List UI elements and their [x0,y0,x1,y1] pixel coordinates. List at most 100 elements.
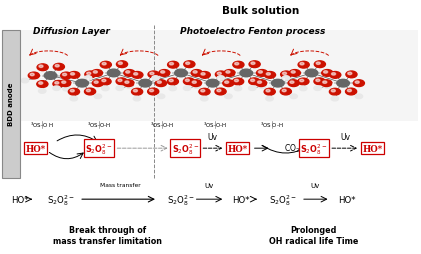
Circle shape [240,70,253,77]
Circle shape [256,70,268,77]
Circle shape [290,95,297,99]
Circle shape [126,71,130,74]
Circle shape [37,81,48,88]
Circle shape [225,95,232,99]
Circle shape [233,62,244,69]
Circle shape [123,81,134,87]
Circle shape [314,87,321,91]
Circle shape [331,90,336,92]
Text: HO*: HO* [338,195,356,204]
Circle shape [150,73,154,75]
Circle shape [39,66,43,68]
Text: Break through of: Break through of [69,225,146,234]
Circle shape [91,70,103,77]
Circle shape [152,76,159,81]
Circle shape [217,76,224,81]
Circle shape [346,72,357,78]
Circle shape [329,89,341,96]
Circle shape [94,82,98,84]
Circle shape [53,64,64,71]
Circle shape [192,82,196,84]
Circle shape [258,71,262,74]
Circle shape [21,79,29,84]
Text: $^3$OS-O-H: $^3$OS-O-H [150,121,174,130]
Circle shape [322,70,333,77]
Circle shape [298,62,309,69]
Circle shape [353,81,365,87]
Circle shape [100,62,111,69]
Circle shape [224,70,235,77]
Circle shape [131,89,143,96]
Circle shape [200,97,208,101]
Circle shape [314,79,325,85]
Circle shape [300,63,304,66]
Circle shape [53,87,60,91]
Text: S$_2$O$_8^{2-}$: S$_2$O$_8^{2-}$ [269,192,297,207]
Text: Uv: Uv [208,132,218,141]
Circle shape [37,65,48,71]
Circle shape [298,79,309,86]
Circle shape [324,85,331,89]
Circle shape [223,81,234,87]
Circle shape [102,63,106,66]
Circle shape [93,71,97,74]
Text: Al: Al [332,82,336,86]
Circle shape [126,85,133,89]
Text: Bulk solution: Bulk solution [222,6,300,16]
Circle shape [225,82,229,84]
Text: $^3$OS-O-H: $^3$OS-O-H [203,121,227,130]
Circle shape [314,62,325,68]
Circle shape [215,89,226,96]
Circle shape [234,80,239,82]
Circle shape [272,80,284,88]
Circle shape [102,80,106,82]
Circle shape [157,82,161,84]
Circle shape [324,71,328,74]
Circle shape [264,72,276,79]
Text: HO*: HO* [26,144,46,153]
Text: Al: Al [71,82,75,86]
Circle shape [331,97,338,101]
Circle shape [71,73,75,76]
Text: Si: Si [251,68,254,72]
Circle shape [266,90,270,92]
Text: BDD anode: BDD anode [8,83,14,126]
Text: Al: Al [103,72,106,76]
Circle shape [161,71,165,74]
Circle shape [101,87,109,91]
Circle shape [124,70,135,77]
Circle shape [347,90,352,92]
Text: HO*: HO* [228,144,248,153]
Text: Al: Al [301,72,304,76]
Text: Al: Al [170,72,173,76]
Text: HO*: HO* [232,195,250,204]
Circle shape [323,82,327,84]
Circle shape [184,79,195,85]
Text: Si: Si [317,68,320,72]
Circle shape [85,76,92,81]
Circle shape [249,79,260,85]
Circle shape [184,62,195,68]
Circle shape [169,63,173,66]
Circle shape [266,97,273,101]
Circle shape [60,81,71,87]
Circle shape [85,72,96,78]
Circle shape [291,71,295,74]
Circle shape [63,74,67,76]
Circle shape [87,73,91,75]
Circle shape [133,90,138,92]
Circle shape [316,80,320,82]
Circle shape [133,97,141,101]
Circle shape [216,72,226,78]
Circle shape [53,81,64,88]
Circle shape [249,62,260,68]
Circle shape [355,82,359,84]
Circle shape [249,87,256,91]
Text: Si: Si [283,78,286,82]
Circle shape [305,70,318,77]
Text: Uv: Uv [340,132,350,141]
Circle shape [94,95,101,99]
Text: Si: Si [56,70,59,74]
Text: Al: Al [267,82,270,86]
Text: Al: Al [202,82,205,86]
